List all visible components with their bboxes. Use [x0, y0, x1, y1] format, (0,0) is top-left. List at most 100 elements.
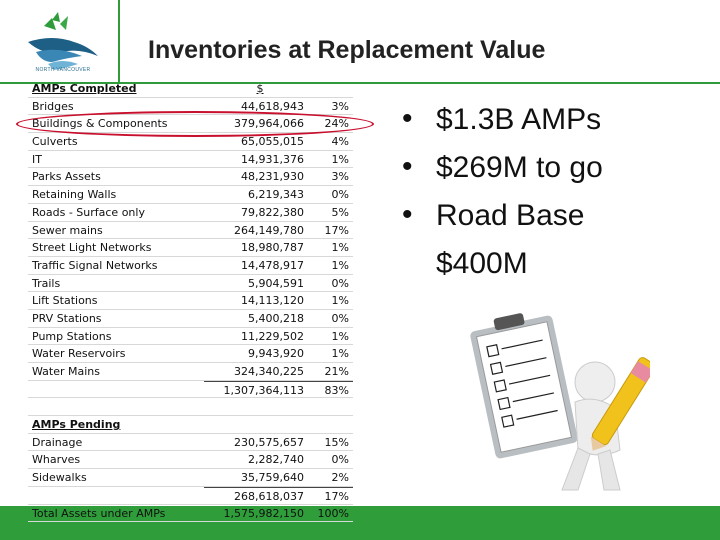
cell-pct: 0%	[331, 276, 349, 290]
cell-value: 6,219,343	[248, 188, 304, 202]
cell-name: Sidewalks	[32, 471, 87, 485]
pending-total-row: 268,618,037 17%	[28, 486, 353, 505]
cell-value: 9,943,920	[248, 347, 304, 361]
checklist-person-pencil-icon	[470, 313, 650, 491]
cell-name: Bridges	[32, 99, 74, 113]
logo-caption: NORTH VANCOUVER	[35, 67, 91, 73]
cell-name: Water Mains	[32, 365, 101, 378]
cell-name: Parks Assets	[32, 170, 101, 184]
pending-header-row: AMPs Pending	[28, 416, 353, 434]
cell-pct: 17%	[324, 223, 349, 237]
table-row: Traffic Signal Networks 14,478,917 1%	[28, 257, 353, 275]
cell-pct: 4%	[331, 135, 349, 149]
header-value: $	[256, 82, 264, 95]
cell-name: Retaining Walls	[32, 188, 117, 202]
cell-name: Wharves	[32, 453, 81, 467]
grand-total-label: Total Assets under AMPs	[32, 506, 166, 520]
cell-value: 324,340,225	[234, 365, 304, 378]
inventory-table: AMPs Completed $ Bridges 44,618,943 3% Buil…	[28, 80, 353, 523]
grand-total-pct: 100%	[317, 506, 349, 520]
cell-name: PRV Stations	[32, 311, 102, 325]
pending-total-pct: 17%	[304, 486, 353, 504]
table-row: IT 14,931,376 1%	[28, 151, 353, 169]
bullet-item: • $1.3B AMPs	[402, 102, 602, 136]
table-row: PRV Stations 5,400,218 0%	[28, 310, 353, 328]
page-title: Inventories at Replacement Value	[148, 36, 546, 64]
pending-total-value: 268,618,037	[204, 486, 304, 504]
cell-value: 14,113,120	[241, 294, 304, 308]
table-row: Pump Stations 11,229,502 1%	[28, 328, 353, 346]
table-row: Water Reservoirs 9,943,920 1%	[28, 345, 353, 363]
cell-value: 11,229,502	[241, 329, 304, 343]
cell-value: 230,575,657	[234, 435, 304, 449]
table-row: Drainage 230,575,657 15%	[28, 434, 353, 452]
cell-value: 5,400,218	[248, 311, 304, 325]
cell-name: Trails	[32, 276, 61, 290]
cell-name: Pump Stations	[32, 329, 112, 343]
cell-name: Lift Stations	[32, 294, 98, 308]
highlight-oval	[16, 111, 374, 137]
completed-total-value: 1,307,364,113	[204, 380, 304, 398]
cell-name: Culverts	[32, 135, 78, 149]
cell-pct: 1%	[331, 258, 349, 272]
cell-value: 65,055,015	[241, 135, 304, 149]
cell-name: Street Light Networks	[32, 241, 152, 255]
table-row: Culverts 65,055,015 4%	[28, 133, 353, 151]
pending-rows: Drainage 230,575,657 15% Wharves 2,282,740 0%…	[28, 434, 353, 487]
cell-pct: 15%	[324, 435, 349, 449]
cell-pct: 0%	[331, 311, 349, 325]
cell-pct: 1%	[331, 241, 349, 255]
cell-pct: 0%	[331, 453, 349, 467]
cell-value: 79,822,380	[241, 205, 304, 219]
header-vertical-divider	[118, 0, 120, 82]
cell-name: Water Reservoirs	[32, 347, 126, 361]
cell-name: IT	[32, 152, 42, 166]
table-row: Sidewalks 35,759,640 2%	[28, 469, 353, 487]
cell-value: 264,149,780	[234, 223, 304, 237]
cell-name: Drainage	[32, 435, 83, 449]
cell-value: 14,478,917	[241, 258, 304, 272]
north-vancouver-logo-icon	[28, 12, 98, 70]
table-row: Wharves 2,282,740 0%	[28, 451, 353, 470]
cell-name: Sewer mains	[32, 223, 103, 237]
bullet-item: • $269M to go	[402, 150, 603, 184]
cell-value: 18,980,787	[241, 241, 304, 255]
grand-total-value: 1,575,982,150	[223, 506, 304, 520]
cell-value: 48,231,930	[241, 170, 304, 184]
header-amps-pending: AMPs Pending	[32, 418, 121, 432]
cell-pct: 5%	[331, 205, 349, 219]
bullet-list: • $1.3B AMPs • $269M to go • Road Base $400…	[402, 96, 676, 288]
completed-total-row: 1,307,364,113 83%	[28, 380, 353, 399]
cell-pct: 2%	[331, 471, 349, 485]
cell-value: 5,904,591	[248, 276, 304, 290]
cell-value: 44,618,943	[241, 99, 304, 113]
table-row: Roads - Surface only 79,822,380 5%	[28, 204, 353, 222]
table-header-row: AMPs Completed $	[28, 80, 353, 98]
cell-pct: 1%	[331, 294, 349, 308]
header-amps-completed: AMPs Completed	[32, 82, 137, 95]
cell-name: Traffic Signal Networks	[32, 258, 158, 272]
cell-pct: 1%	[331, 152, 349, 166]
footer-bar	[0, 506, 720, 540]
table-spacer-row	[28, 398, 353, 417]
table-row: Lift Stations 14,113,120 1%	[28, 292, 353, 310]
table-row: Parks Assets 48,231,930 3%	[28, 168, 353, 187]
cell-pct: 0%	[331, 188, 349, 202]
table-row: Street Light Networks 18,980,787 1%	[28, 239, 353, 257]
completed-rows: Bridges 44,618,943 3% Buildings & Component…	[28, 98, 353, 381]
table-row: Water Mains 324,340,225 21%	[28, 363, 353, 381]
cell-pct: 21%	[324, 365, 349, 378]
cell-pct: 1%	[331, 347, 349, 361]
bullet-item: • Road Base $400M	[402, 198, 585, 280]
completed-total-pct: 83%	[304, 380, 353, 398]
cell-pct: 3%	[331, 99, 349, 113]
table-row: Retaining Walls 6,219,343 0%	[28, 186, 353, 204]
grand-total-row: Total Assets under AMPs 1,575,982,150 10…	[28, 505, 353, 523]
table-row: Trails 5,904,591 0%	[28, 275, 353, 293]
header-horizontal-divider	[0, 82, 720, 84]
cell-pct: 1%	[331, 329, 349, 343]
cell-name: Roads - Surface only	[32, 205, 145, 219]
cell-pct: 3%	[331, 170, 349, 184]
cell-value: 2,282,740	[248, 453, 304, 467]
cell-value: 35,759,640	[241, 471, 304, 485]
